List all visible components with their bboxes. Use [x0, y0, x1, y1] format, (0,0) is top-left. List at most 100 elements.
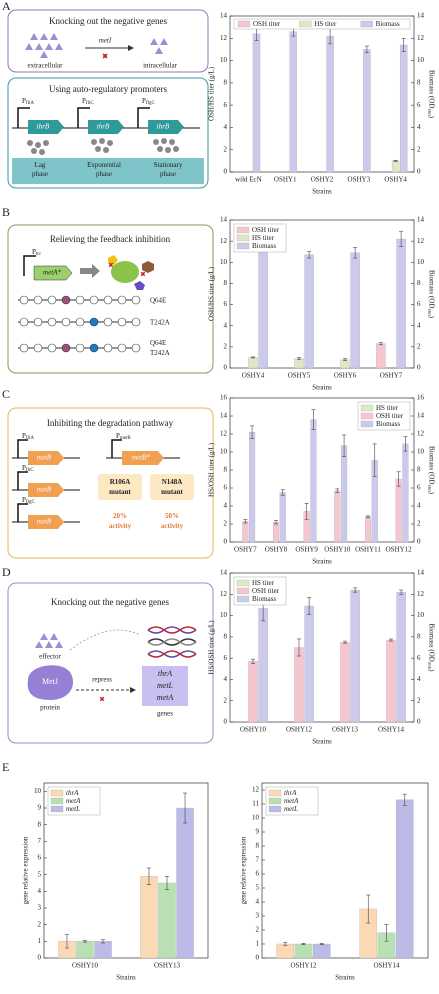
- promoter: PfliA: [22, 97, 34, 107]
- bar: [294, 943, 313, 959]
- y-axis-label: HS/OSH titer (g/L): [208, 620, 216, 675]
- bar: [279, 492, 286, 543]
- y-tick-label: 2: [256, 926, 260, 934]
- bar: [340, 642, 350, 723]
- residue: [33, 317, 43, 327]
- bar: [363, 49, 371, 173]
- box-title: Knocking out the negative genes: [51, 597, 169, 607]
- bar: [248, 661, 258, 723]
- y2-tick-label: 0: [417, 168, 421, 176]
- box: [7, 9, 209, 73]
- diagram-c: Inhibiting the degradation pathway PfliA…: [7, 407, 214, 559]
- y-tick-label: 7: [256, 856, 260, 864]
- y-tick-label: 8: [224, 279, 228, 287]
- y2-tick-label: 6: [417, 300, 421, 308]
- legend-swatch: [50, 797, 64, 805]
- box-title: Inhibiting the degradation pathway: [47, 418, 174, 428]
- y2-tick-label: 4: [417, 502, 421, 510]
- y2-tick-label: 8: [417, 632, 421, 640]
- y-tick-label: 4: [224, 502, 228, 510]
- arrow: [69, 629, 141, 651]
- plot-frame: [229, 219, 415, 369]
- residue: [89, 295, 99, 305]
- x-tick-label: OSHY8: [265, 546, 288, 554]
- bar: [294, 647, 304, 723]
- triangles: [35, 633, 63, 648]
- bar: [376, 343, 386, 369]
- bar: [158, 882, 176, 959]
- x-axis-label: Strains: [335, 974, 355, 982]
- y-tick-label: 0: [224, 168, 228, 176]
- y-tick-label: 4: [256, 898, 260, 906]
- legend-label: thrA: [66, 789, 79, 797]
- dna: [147, 626, 197, 658]
- x-tick-label: OSHY10: [324, 546, 351, 554]
- legend-label: OSH titer: [252, 226, 280, 234]
- residue: [89, 317, 99, 327]
- cross: ✖: [99, 696, 105, 704]
- y-tick-label: 2: [224, 342, 228, 350]
- y2-tick-label: 0: [417, 364, 421, 372]
- x-tick-label: OSHY10: [72, 962, 99, 970]
- bar: [341, 445, 348, 543]
- bar: [350, 589, 360, 723]
- bar: [258, 246, 268, 369]
- bar: [94, 941, 112, 959]
- legend-swatch: [236, 595, 250, 603]
- y2-tick-label: 16: [417, 394, 425, 402]
- phase: Exponential phase: [87, 161, 121, 178]
- x-tick-label: OSHY13: [154, 962, 181, 970]
- promoter: PflgC: [142, 97, 155, 107]
- y-tick-label: 6: [256, 870, 260, 878]
- y2-tick-label: 10: [417, 448, 425, 456]
- bar: [176, 807, 194, 959]
- y2-tick-label: 10: [417, 258, 425, 266]
- bar: [252, 33, 261, 173]
- y-tick-label: 12: [220, 590, 228, 598]
- legend-label: OSH titer: [376, 412, 404, 420]
- y-tick-label: 9: [256, 828, 260, 836]
- y2-tick-label: 0: [417, 538, 421, 546]
- x-tick-label: OSHY3: [348, 176, 371, 184]
- x-tick-label: OSHY2: [311, 176, 334, 184]
- residue: [47, 295, 57, 305]
- y-tick-label: 6: [38, 854, 42, 862]
- legend-swatch: [237, 20, 251, 28]
- x-tick-label: OSHY7: [380, 372, 403, 380]
- x-tick-label: OSHY11: [355, 546, 381, 554]
- bar: [402, 443, 409, 543]
- y-axis-label: HS/OSH titer (g/L): [208, 442, 216, 497]
- y2-tick-label: 2: [417, 145, 421, 153]
- y-tick-label: 10: [34, 787, 42, 795]
- x-axis-label: Strains: [312, 738, 332, 746]
- y2-axis-label: Biomass (OD₆₀₀): [427, 624, 435, 673]
- y-tick-label: 0: [224, 538, 228, 546]
- bar: [396, 592, 406, 723]
- residue-rows: [18, 295, 141, 353]
- cross: ✖: [108, 262, 114, 270]
- bar: [289, 31, 297, 173]
- bar: [334, 490, 341, 543]
- residue: [131, 317, 141, 327]
- y2-tick-label: 8: [417, 466, 421, 474]
- legend-label: HS titer: [314, 20, 337, 28]
- promoter: PfliC: [82, 97, 94, 107]
- phase-band: [12, 158, 204, 184]
- legend-label: Biomass: [376, 420, 400, 428]
- residue: [19, 317, 29, 327]
- x-tick-label: OSHY12: [386, 546, 413, 554]
- residue: [19, 295, 29, 305]
- arrow: [80, 264, 100, 278]
- bar: [350, 252, 360, 369]
- label: genes: [157, 710, 173, 718]
- legend-label: metA: [284, 797, 299, 805]
- label: extracellular: [28, 62, 64, 70]
- panel-label: B: [2, 205, 10, 219]
- panel-label: C: [2, 387, 10, 401]
- y2-tick-label: 8: [417, 279, 421, 287]
- molecule: [142, 261, 154, 273]
- legend-swatch: [299, 20, 312, 28]
- legend-label: metL: [66, 805, 80, 813]
- activity: 20% activity: [109, 512, 132, 530]
- residue: [103, 295, 113, 305]
